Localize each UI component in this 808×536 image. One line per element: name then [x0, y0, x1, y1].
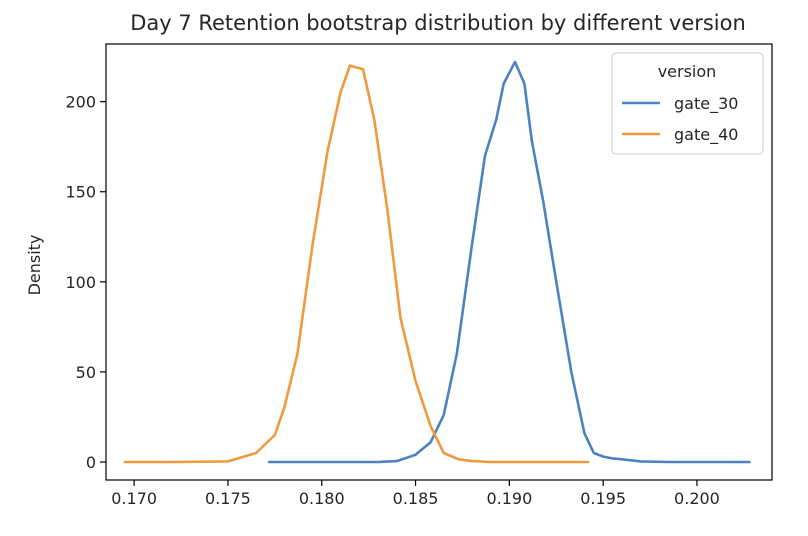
- legend-title: version: [658, 62, 717, 81]
- plot-area: 0.170 0.175 0.180 0.185 0.190 0.195 0.200 0 50 10…: [65, 43, 773, 508]
- legend-box: [611, 52, 764, 155]
- y-axis-label: Density: [25, 235, 44, 296]
- x-tick-label: 0.170: [111, 489, 157, 508]
- legend-label-gate_30: gate_30: [674, 94, 738, 114]
- legend-label-gate_40: gate_40: [674, 125, 738, 145]
- y-tick-label: 50: [76, 363, 96, 382]
- x-tick-label: 0.200: [674, 489, 720, 508]
- axes-frame: [105, 43, 773, 481]
- y-tick-label: 200: [65, 93, 96, 112]
- x-tick-label: 0.180: [299, 489, 345, 508]
- x-tick-label: 0.195: [580, 489, 626, 508]
- x-tick-label: 0.175: [205, 489, 251, 508]
- chart-title: Day 7 Retention bootstrap distribution b…: [130, 11, 746, 35]
- legend: version gate_30 gate_40: [611, 52, 764, 155]
- y-tick-label: 0: [86, 453, 96, 472]
- series-line-gate_40: [123, 64, 590, 464]
- series-line-gate_30: [267, 60, 751, 464]
- x-tick-label: 0.185: [393, 489, 439, 508]
- y-tick-label: 100: [65, 273, 96, 292]
- y-tick-label: 150: [65, 183, 96, 202]
- x-tick-label: 0.190: [486, 489, 532, 508]
